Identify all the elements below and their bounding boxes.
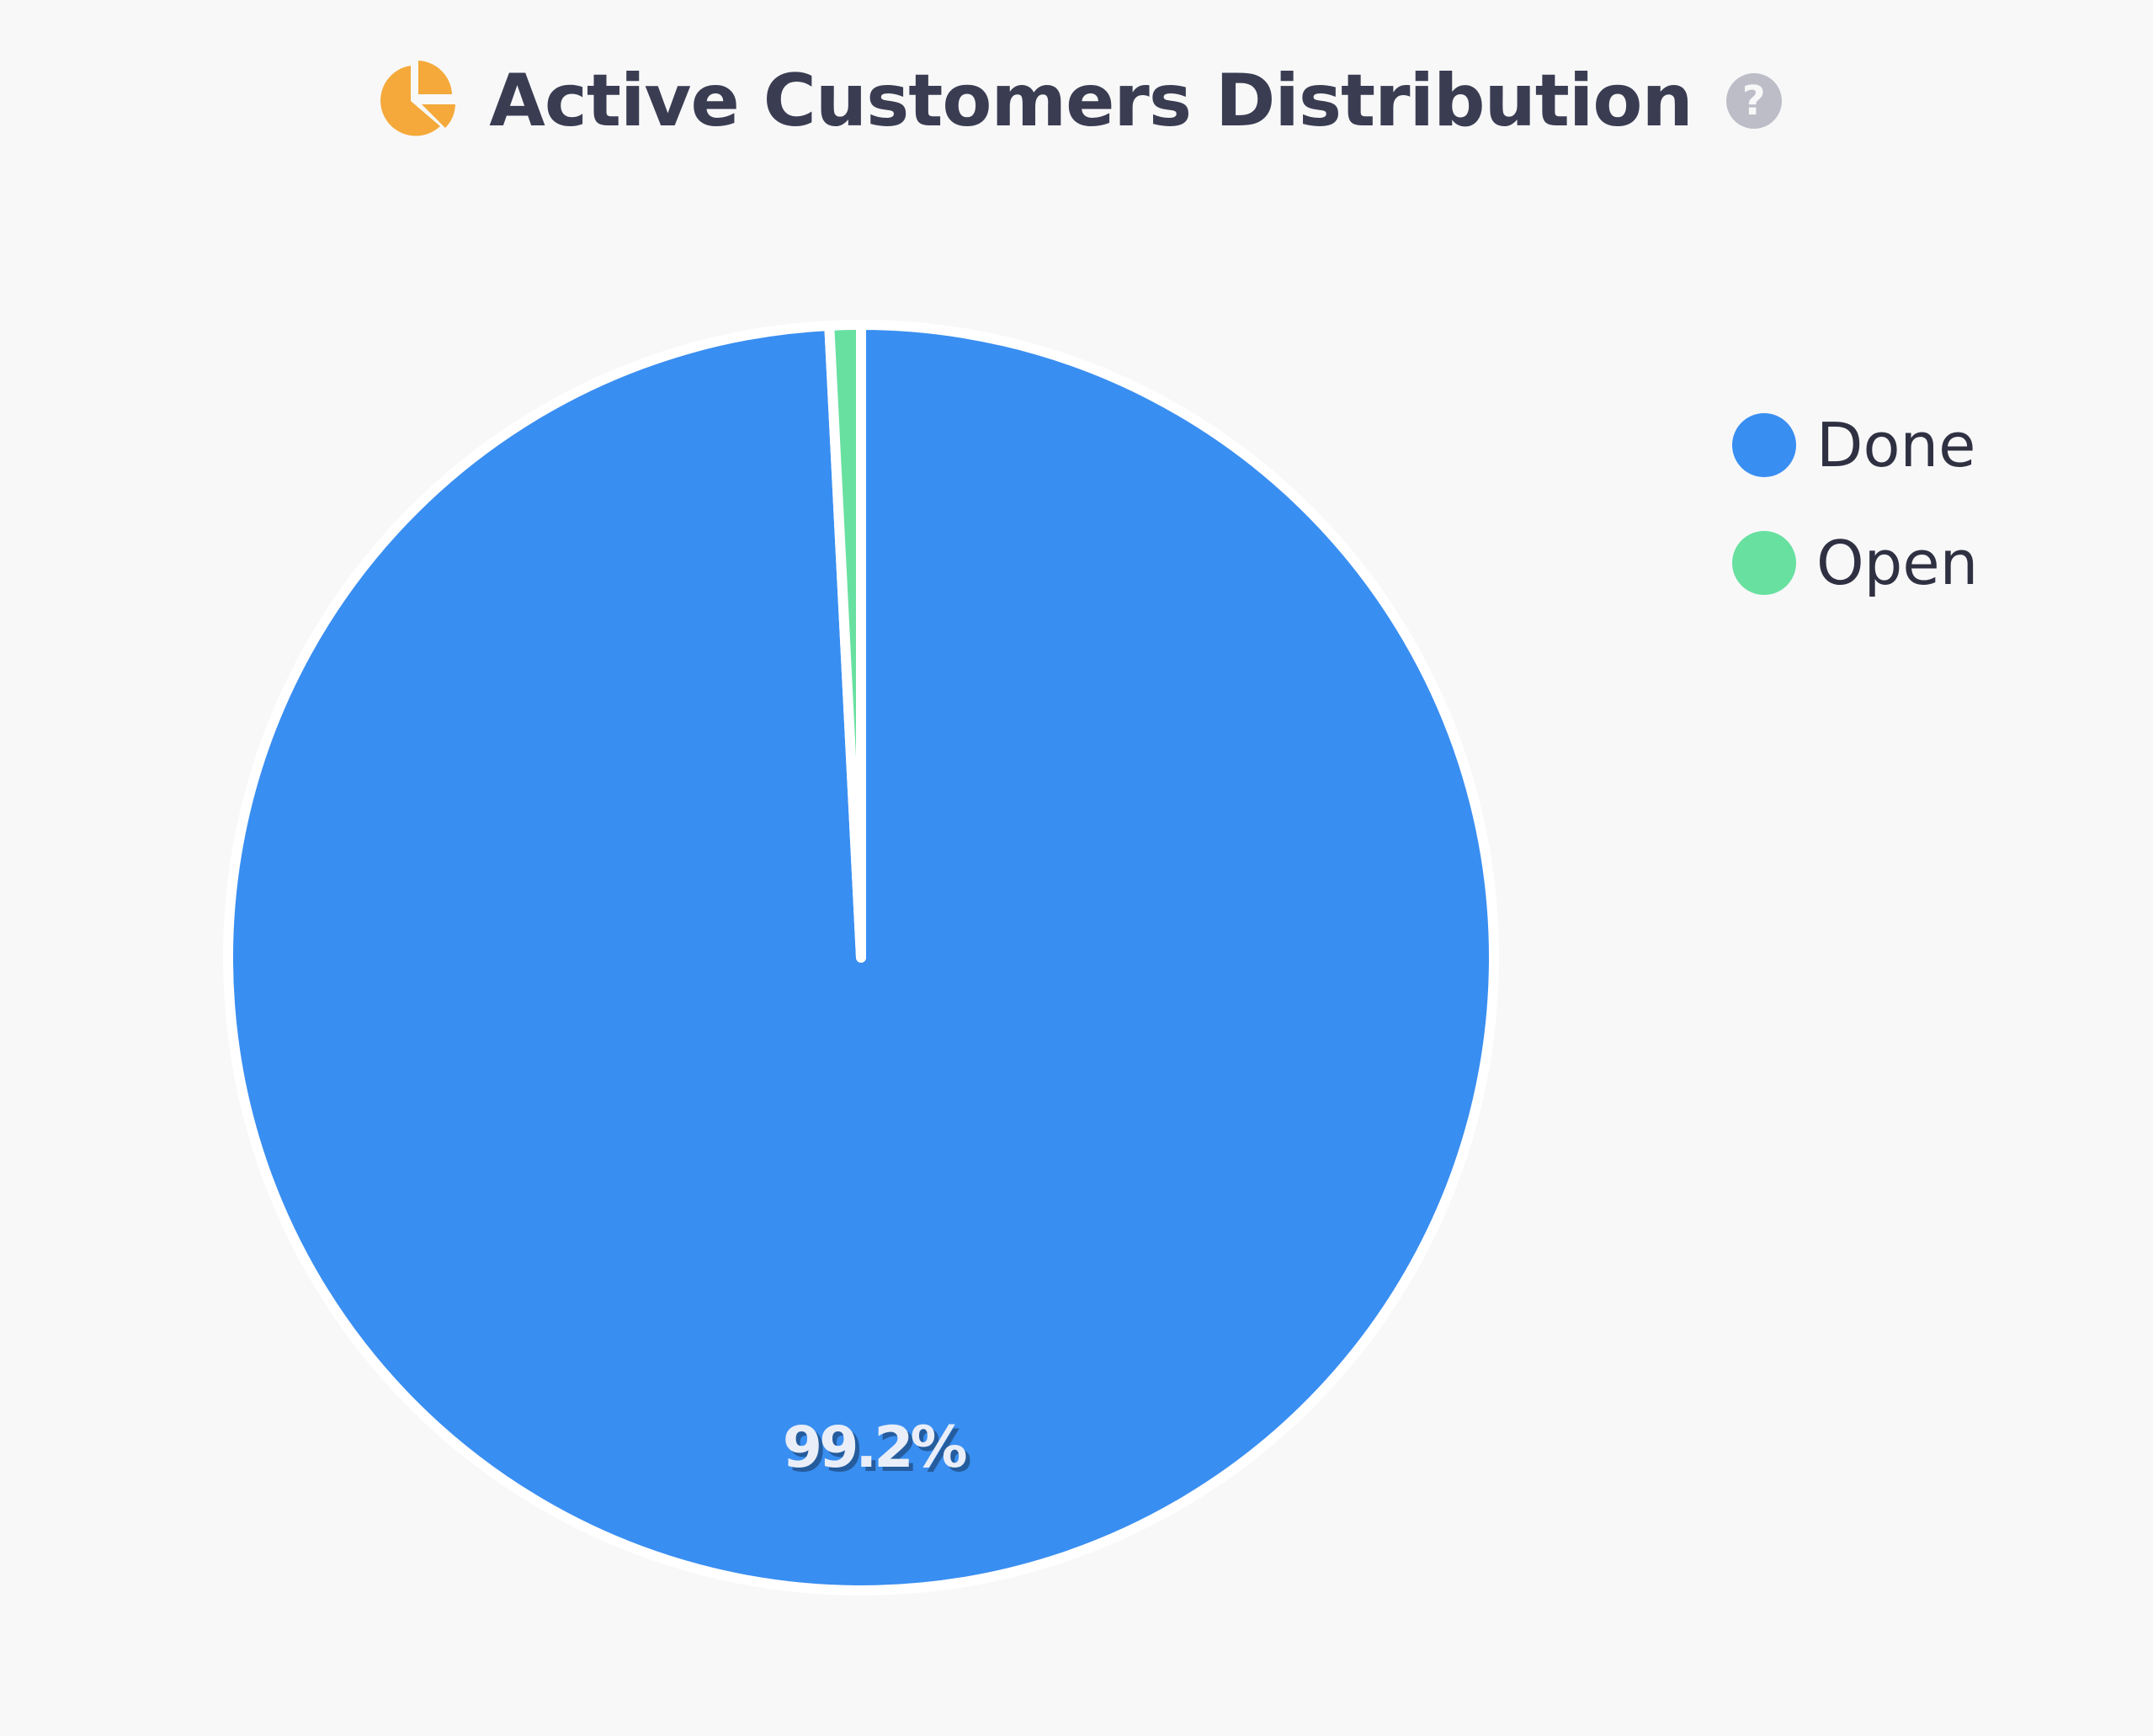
widget-header: Active Customers Distribution ? — [0, 50, 2153, 151]
pie-slice-open[interactable] — [824, 320, 866, 963]
legend-swatch-done — [1732, 413, 1796, 477]
pie-chart-icon — [371, 57, 459, 145]
chart-legend: Done Open — [1732, 410, 1979, 648]
legend-label-done: Done — [1816, 410, 1976, 480]
legend-item-open[interactable]: Open — [1732, 528, 1979, 598]
legend-swatch-open — [1732, 531, 1796, 595]
legend-item-done[interactable]: Done — [1732, 410, 1978, 480]
help-icon[interactable]: ? — [1725, 73, 1782, 129]
chart-title: Active Customers Distribution — [489, 59, 1693, 143]
legend-label-open: Open — [1816, 528, 1979, 598]
